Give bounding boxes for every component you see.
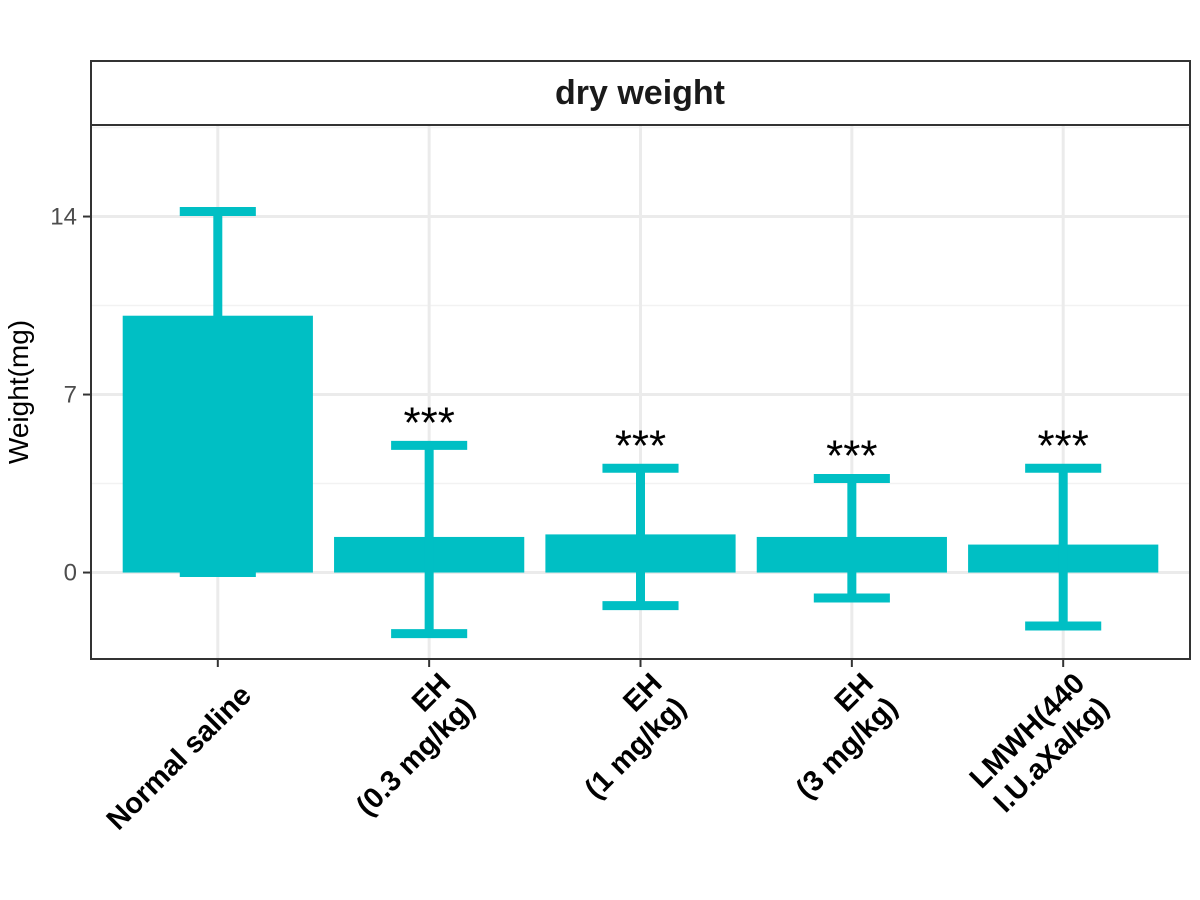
x-axis: Normal saline EH(0.3 mg/kg) EH(1 mg/kg) EH(… (101, 659, 1116, 837)
x-tick-label: EH(0.3 mg/kg) (326, 667, 481, 822)
y-tick-label: 7 (64, 382, 77, 409)
x-tick-label: EH(3 mg/kg) (766, 667, 904, 805)
strip-box (90, 60, 1191, 126)
panel-title: dry weight (555, 74, 725, 112)
significance-label: *** (826, 431, 877, 480)
x-tick-label: LMWH(440I.U.aXa/kg) (964, 667, 1116, 819)
significance-label: *** (615, 421, 666, 470)
significance-label: *** (403, 398, 454, 447)
significance-label: *** (1038, 421, 1089, 470)
x-tick-label: EH(1 mg/kg) (555, 667, 693, 805)
x-tick-label-line: Normal saline (101, 679, 258, 836)
y-axis: 0 7 14 (50, 204, 91, 587)
error-bars (179, 206, 1102, 639)
significance-labels: *** *** *** *** (403, 398, 1088, 480)
y-axis-label: Weight(mg) (3, 320, 34, 464)
facet-strip: dry weight (90, 60, 1191, 126)
x-tick-label-line: (0.3 mg/kg) (350, 691, 481, 822)
y-tick-label: 0 (64, 560, 77, 587)
y-tick-label: 14 (50, 204, 77, 231)
x-tick-label: Normal saline (101, 679, 258, 836)
